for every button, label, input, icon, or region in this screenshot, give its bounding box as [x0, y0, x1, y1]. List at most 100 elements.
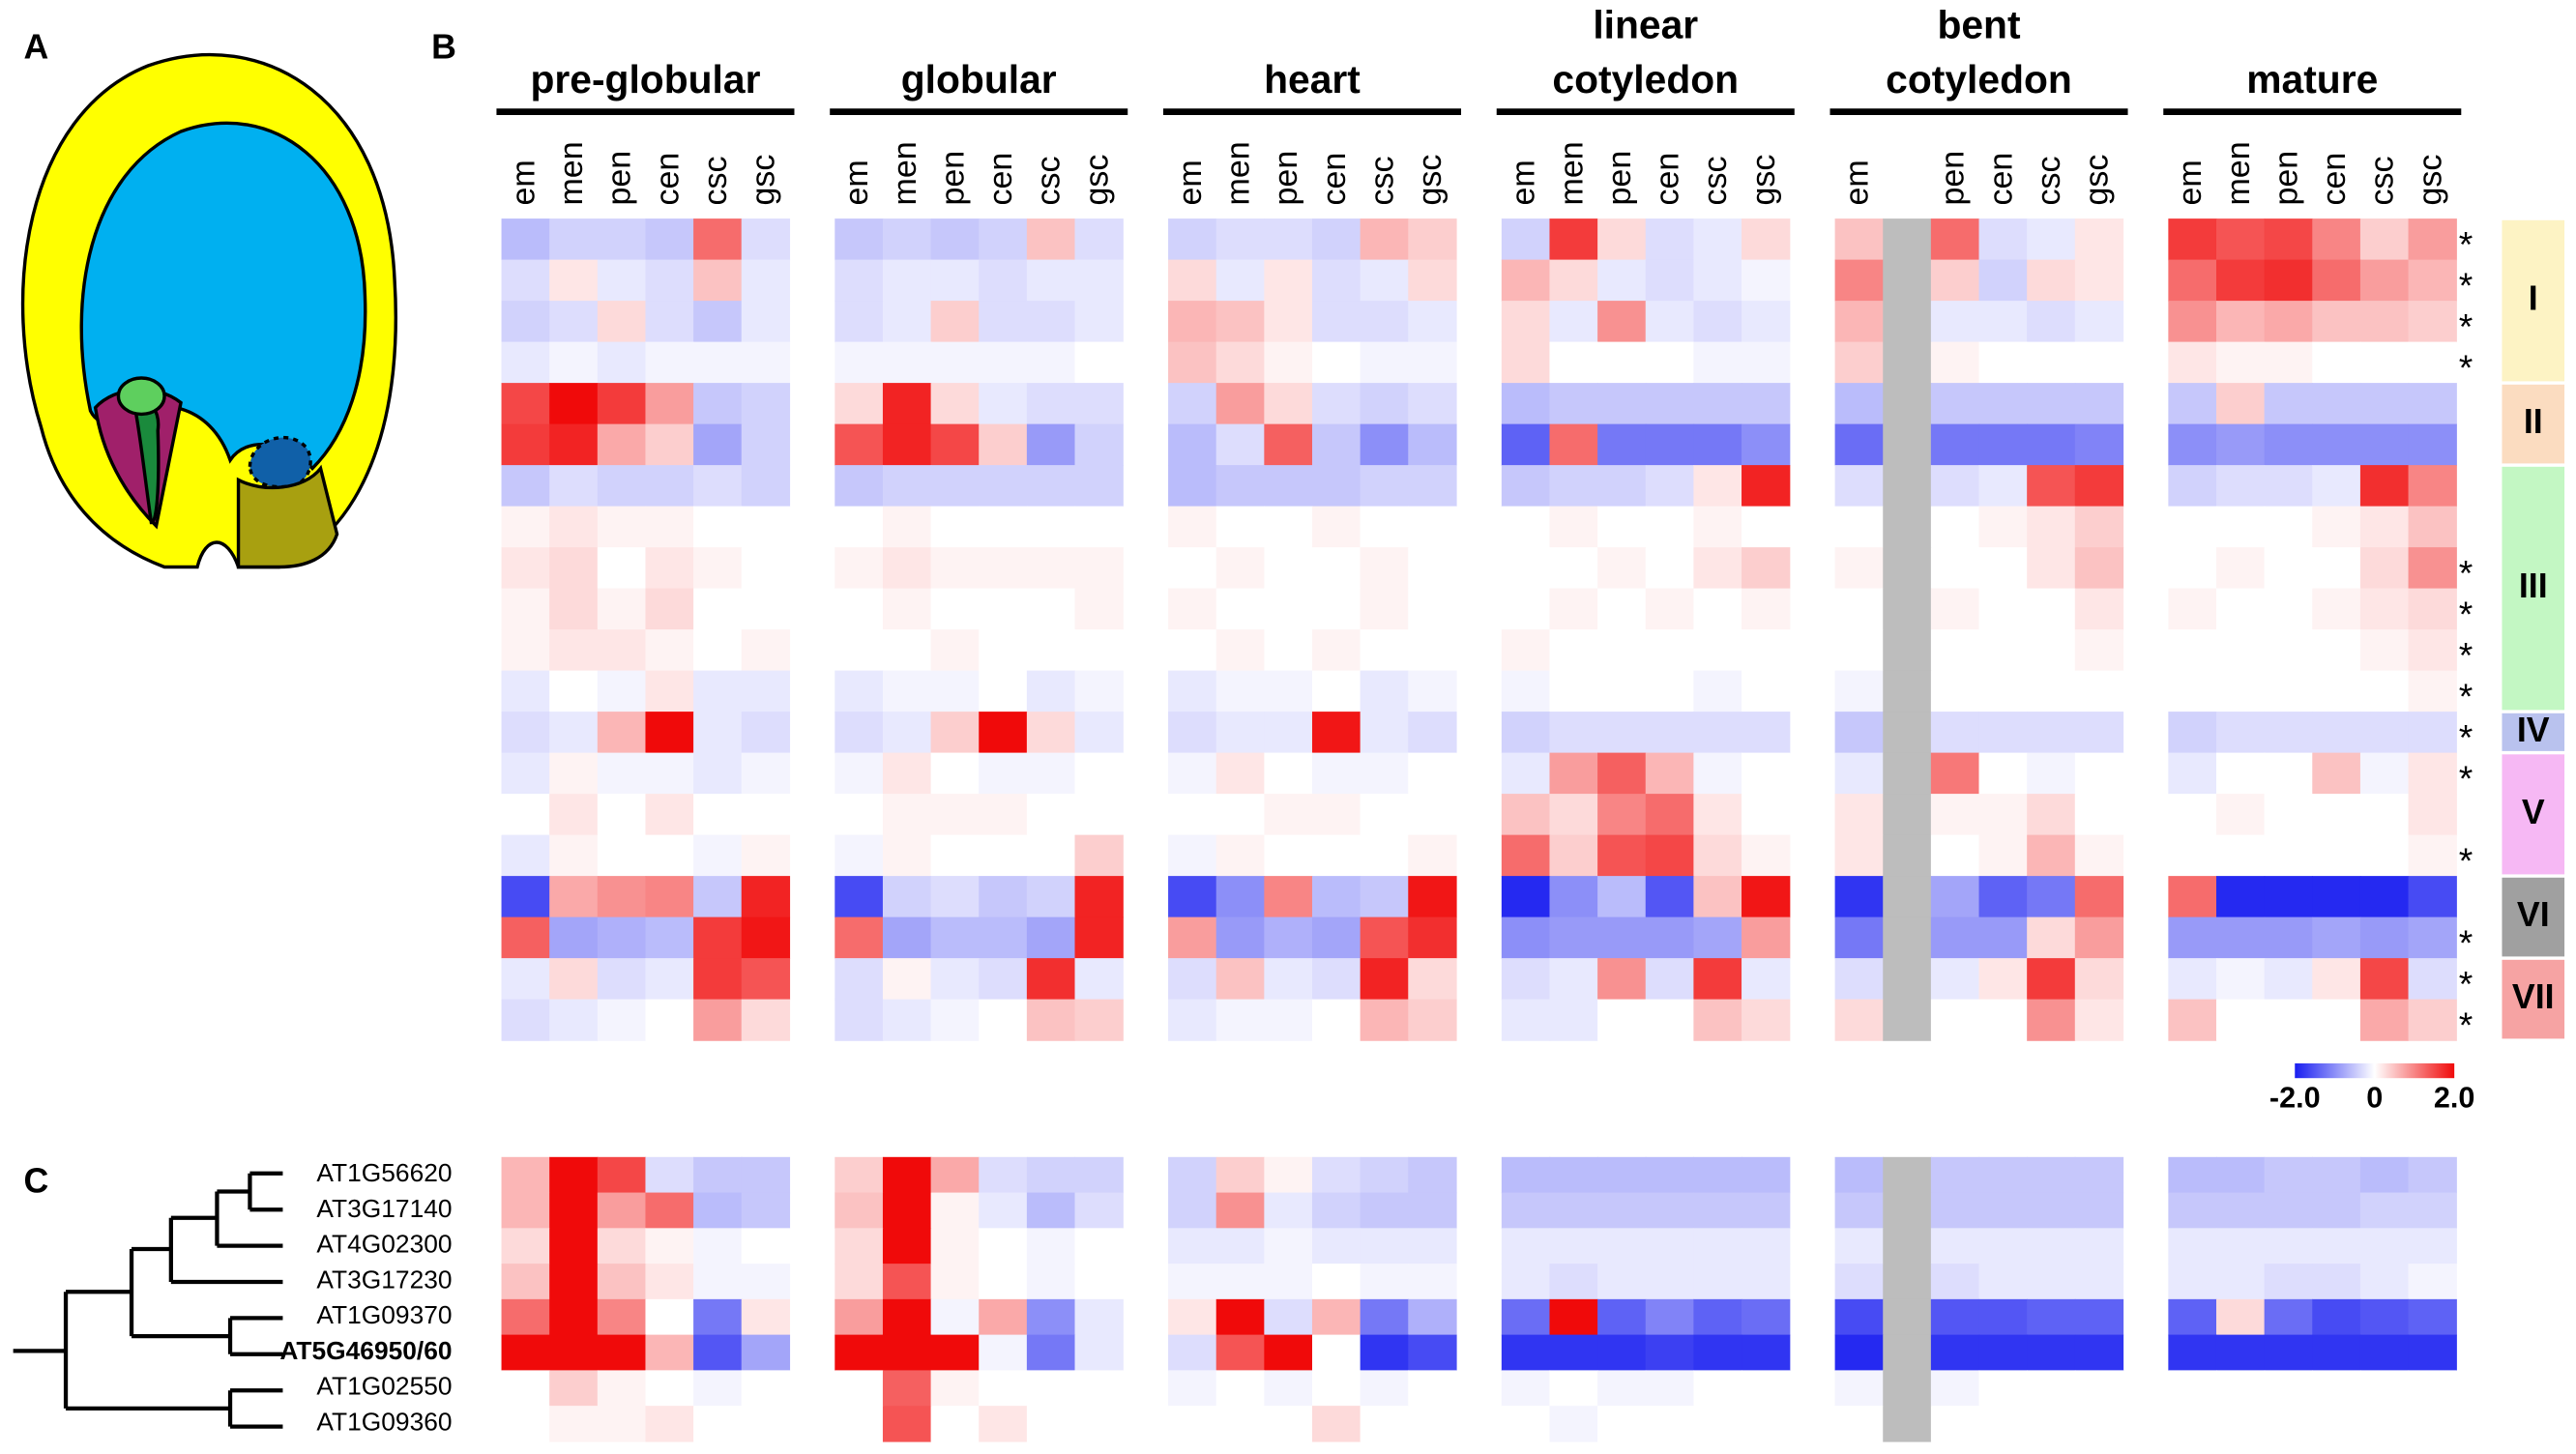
cluster-label: VII — [2512, 977, 2555, 1016]
heatmap-cell — [741, 999, 791, 1041]
heatmap-cell — [2312, 876, 2361, 918]
heatmap-cell — [1074, 341, 1124, 384]
heatmap-cell — [1930, 1156, 1980, 1194]
heatmap-cell — [2168, 629, 2217, 672]
heatmap-cell — [1645, 670, 1695, 712]
heatmap-cell — [549, 834, 599, 877]
heatmap-cell — [1074, 1264, 1124, 1300]
heatmap-cell — [1978, 916, 2028, 959]
heatmap-cell — [645, 259, 694, 302]
heatmap-cell — [1026, 1298, 1076, 1336]
heatmap-cell — [2408, 1156, 2457, 1194]
heatmap-cell — [741, 1192, 791, 1230]
heatmap-cell — [597, 712, 647, 754]
heatmap-cell — [2312, 588, 2361, 630]
missing-cell — [1883, 259, 1932, 302]
heatmap-cell — [2027, 1192, 2076, 1230]
heatmap-cell — [2264, 1334, 2313, 1372]
heatmap-cell — [549, 752, 599, 795]
heatmap-cell — [1074, 670, 1124, 712]
heatmap-cell — [1264, 301, 1313, 343]
heatmap-cell — [741, 506, 791, 548]
heatmap-cell — [930, 465, 980, 508]
heatmap-cell — [979, 916, 1028, 959]
heatmap-cell — [1742, 794, 1791, 836]
heatmap-cell — [1074, 1156, 1124, 1194]
heatmap-cell — [1834, 629, 1884, 672]
heatmap-cell — [1168, 752, 1217, 795]
heatmap-cell — [1834, 1228, 1884, 1265]
heatmap-cell — [2027, 218, 2076, 261]
colorbar-label: 2.0 — [2434, 1081, 2475, 1114]
panel-label: A — [24, 27, 49, 66]
column-label: pen — [1601, 151, 1638, 206]
heatmap-cell — [930, 999, 980, 1041]
heatmap-cell — [1168, 670, 1217, 712]
heatmap-cell — [1597, 999, 1647, 1041]
heatmap-cell — [501, 1370, 550, 1407]
heatmap-cell — [549, 1406, 599, 1442]
heatmap-cell — [1074, 916, 1124, 959]
heatmap-cell — [1930, 1192, 1980, 1230]
heatmap-cell — [1074, 834, 1124, 877]
heatmap-cell — [2027, 916, 2076, 959]
heatmap-cell — [1168, 712, 1217, 754]
heatmap-cell — [1264, 1370, 1313, 1407]
heatmap-cell — [1597, 1264, 1647, 1300]
heatmap-cell — [1074, 1298, 1124, 1336]
heatmap-cell — [1074, 1192, 1124, 1230]
heatmap-cell — [979, 218, 1028, 261]
column-label: gsc — [2412, 155, 2448, 206]
heatmap-cell — [549, 547, 599, 590]
heatmap-cell — [501, 834, 550, 877]
heatmap-cell — [2027, 1406, 2076, 1442]
heatmap-cell — [2074, 670, 2124, 712]
heatmap-cell — [834, 1406, 884, 1442]
heatmap-cell — [1597, 794, 1647, 836]
heatmap-cell — [1645, 712, 1695, 754]
heatmap-cell — [645, 506, 694, 548]
heatmap-cell — [501, 588, 550, 630]
heatmap-cell — [1742, 259, 1791, 302]
heatmap-cell — [1597, 1156, 1647, 1194]
heatmap-cell — [1978, 1298, 2028, 1336]
heatmap-cell — [1408, 794, 1457, 836]
heatmap-cell — [882, 547, 932, 590]
heatmap-cell — [1360, 794, 1409, 836]
heatmap-cell — [1408, 752, 1457, 795]
heatmap-cell — [1930, 958, 1980, 1001]
heatmap-cell — [1408, 916, 1457, 959]
heatmap-cell — [930, 341, 980, 384]
heatmap-cell — [2359, 834, 2410, 877]
heatmap-cell — [1408, 1406, 1457, 1442]
heatmap-cell — [501, 794, 550, 836]
heatmap-cell — [2359, 916, 2410, 959]
heatmap-cell — [693, 341, 743, 384]
heatmap-cell — [1264, 712, 1313, 754]
stage-title: globular — [901, 57, 1057, 102]
heatmap-cell — [1597, 383, 1647, 425]
heatmap-cell — [1408, 712, 1457, 754]
heatmap-cell — [1549, 916, 1598, 959]
heatmap-cell — [930, 1264, 980, 1300]
heatmap-cell — [979, 1228, 1028, 1265]
heatmap-cell — [1597, 834, 1647, 877]
gene-label: AT1G56620 — [316, 1158, 452, 1187]
heatmap-cell — [2312, 1370, 2361, 1407]
heatmap-cell — [1026, 465, 1076, 508]
heatmap-cell — [1930, 506, 1980, 548]
heatmap-cell — [979, 1192, 1028, 1230]
heatmap-cell — [549, 218, 599, 261]
heatmap-cell — [882, 916, 932, 959]
gene-label: AT1G02550 — [316, 1372, 452, 1401]
heatmap-cell — [1360, 1370, 1409, 1407]
column-label: pen — [1268, 151, 1304, 206]
heatmap-cell — [1501, 958, 1551, 1001]
heatmap-cell — [2312, 1406, 2361, 1442]
column-label: cen — [1316, 153, 1353, 206]
heatmap-cell — [1930, 1370, 1980, 1407]
missing-cell — [1883, 588, 1932, 630]
heatmap-cell — [1026, 670, 1076, 712]
heatmap-cell — [693, 999, 743, 1041]
heatmap-cell — [1215, 218, 1266, 261]
